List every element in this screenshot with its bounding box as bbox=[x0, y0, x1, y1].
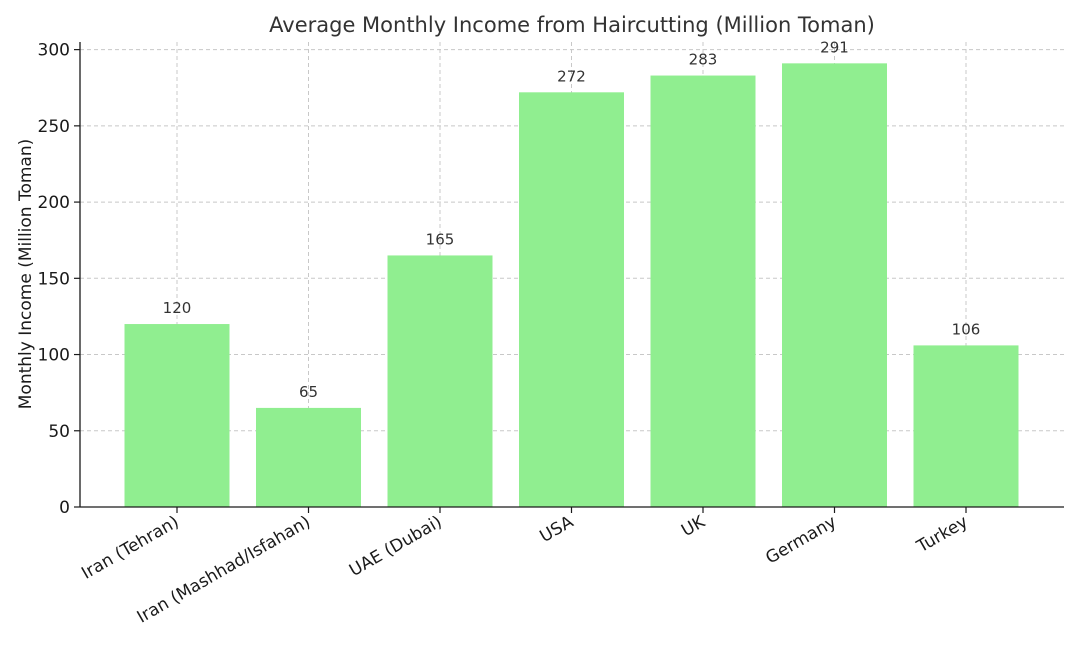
x-tick-label: Turkey bbox=[913, 512, 972, 557]
bar bbox=[519, 92, 624, 508]
y-tick-label: 300 bbox=[38, 41, 70, 61]
x-tick-label: Iran (Tehran) bbox=[78, 512, 182, 584]
data-label: 272 bbox=[557, 67, 586, 85]
y-tick-label: 150 bbox=[38, 269, 70, 289]
data-label: 165 bbox=[426, 230, 455, 248]
x-tick-label: UAE (Dubai) bbox=[346, 512, 445, 581]
data-label: 106 bbox=[952, 320, 981, 338]
bar bbox=[387, 255, 493, 507]
bar bbox=[913, 345, 1019, 507]
y-tick-label: 100 bbox=[38, 346, 70, 366]
y-tick-label: 250 bbox=[38, 117, 70, 137]
data-label: 65 bbox=[299, 383, 318, 401]
y-axis-title: Monthly Income (Million Toman) bbox=[16, 139, 36, 409]
y-tick-label: 50 bbox=[48, 422, 70, 442]
bar bbox=[650, 75, 756, 507]
data-label: 120 bbox=[163, 299, 192, 317]
bar bbox=[124, 324, 230, 507]
axes bbox=[74, 42, 1064, 513]
x-tick-label: UK bbox=[678, 512, 709, 542]
bars bbox=[124, 63, 1019, 508]
bar bbox=[782, 63, 887, 507]
y-tick-label: 200 bbox=[38, 193, 70, 213]
data-label: 283 bbox=[689, 51, 718, 69]
x-tick-label: USA bbox=[537, 512, 578, 547]
bar bbox=[256, 407, 361, 507]
data-label: 291 bbox=[820, 38, 849, 56]
x-tick-label: Germany bbox=[762, 512, 840, 568]
chart-title: Average Monthly Income from Haircutting … bbox=[269, 13, 875, 37]
y-tick-label: 0 bbox=[59, 498, 70, 518]
